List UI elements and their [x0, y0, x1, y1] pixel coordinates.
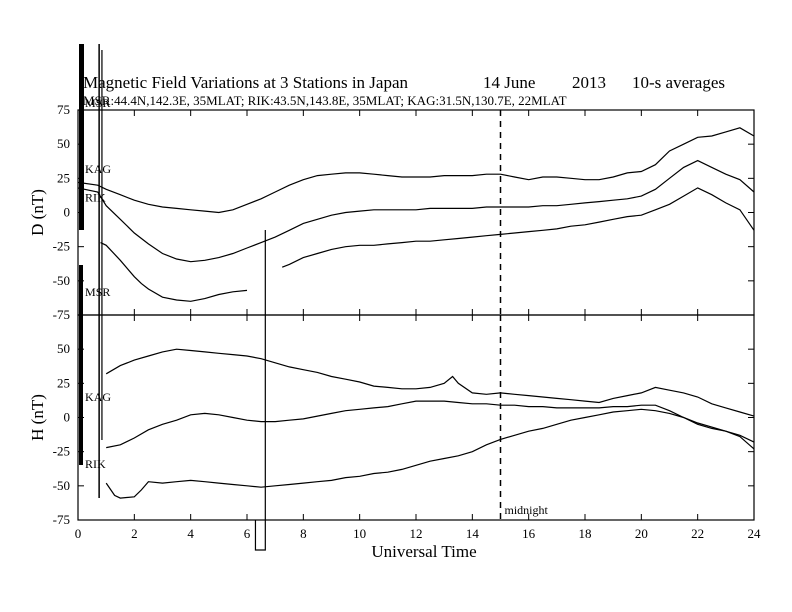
data-spike	[79, 265, 83, 465]
chart-header: Magnetic Field Variations at 3 Stations …	[83, 73, 725, 108]
y-tick-label: 75	[57, 102, 70, 117]
x-axis-title: Universal Time	[371, 542, 476, 561]
y-tick-label: -50	[53, 273, 70, 288]
midnight-label: midnight	[505, 503, 549, 517]
y-tick-label: -25	[53, 239, 70, 254]
y-axis-title: H (nT)	[28, 394, 47, 441]
station-label: RIK	[85, 457, 106, 471]
y-tick-label: 0	[64, 205, 71, 220]
chart-year: 2013	[572, 73, 606, 92]
series-line-msr	[100, 187, 755, 302]
station-label: MSR	[85, 96, 110, 110]
x-tick-label: 12	[410, 526, 423, 541]
y-tick-label: 25	[57, 170, 70, 185]
x-tick-label: 0	[75, 526, 82, 541]
x-tick-label: 2	[131, 526, 138, 541]
y-tick-label: 50	[57, 341, 70, 356]
y-tick-label: 0	[64, 410, 71, 425]
chart-title: Magnetic Field Variations at 3 Stations …	[83, 73, 409, 92]
x-tick-label: 4	[187, 526, 194, 541]
y-tick-label: -75	[53, 512, 70, 527]
series-line-msr	[106, 400, 755, 449]
chart-averaging: 10-s averages	[632, 73, 725, 92]
series-line-rik	[105, 408, 755, 499]
station-label: KAG	[85, 162, 111, 176]
panel-1: 75 50 25 0 -25 -50 -75 D (nT) MSR KAG RIK MSR	[28, 96, 755, 322]
chart-subtitle: MSR:44.4N,142.3E, 35MLAT; RIK:43.5N,143.…	[83, 93, 567, 108]
y-tick-label: -75	[53, 307, 70, 322]
series-line-kag	[105, 348, 755, 417]
x-tick-label: 22	[691, 526, 704, 541]
data-gap-excursion	[254, 230, 266, 551]
x-tick-label: 8	[300, 526, 307, 541]
series-line-kag	[77, 127, 755, 214]
panel-2: 50 25 0 -25 -50 -75 H (nT) KAG RIK	[28, 314, 755, 527]
y-tick-label: -25	[53, 444, 70, 459]
y-axis-title: D (nT)	[28, 189, 47, 236]
x-tick-label: 24	[748, 526, 762, 541]
panel-frame	[77, 314, 755, 521]
station-label: MSR	[85, 285, 110, 299]
x-tick-label: 14	[466, 526, 480, 541]
y-tick-label: 50	[57, 136, 70, 151]
panel-frame	[77, 109, 755, 316]
y-tick-label: -50	[53, 478, 70, 493]
station-label: KAG	[85, 390, 111, 404]
series-line-rik	[77, 159, 755, 263]
x-tick-label: 16	[522, 526, 536, 541]
x-tick-label: 6	[244, 526, 251, 541]
data-spike	[79, 44, 84, 230]
x-tick-label: 10	[353, 526, 366, 541]
x-tick-label: 18	[579, 526, 592, 541]
chart-date: 14 June	[483, 73, 535, 92]
station-label: RIK	[85, 190, 106, 204]
y-tick-label: 25	[57, 375, 70, 390]
x-tick-label: 20	[635, 526, 648, 541]
